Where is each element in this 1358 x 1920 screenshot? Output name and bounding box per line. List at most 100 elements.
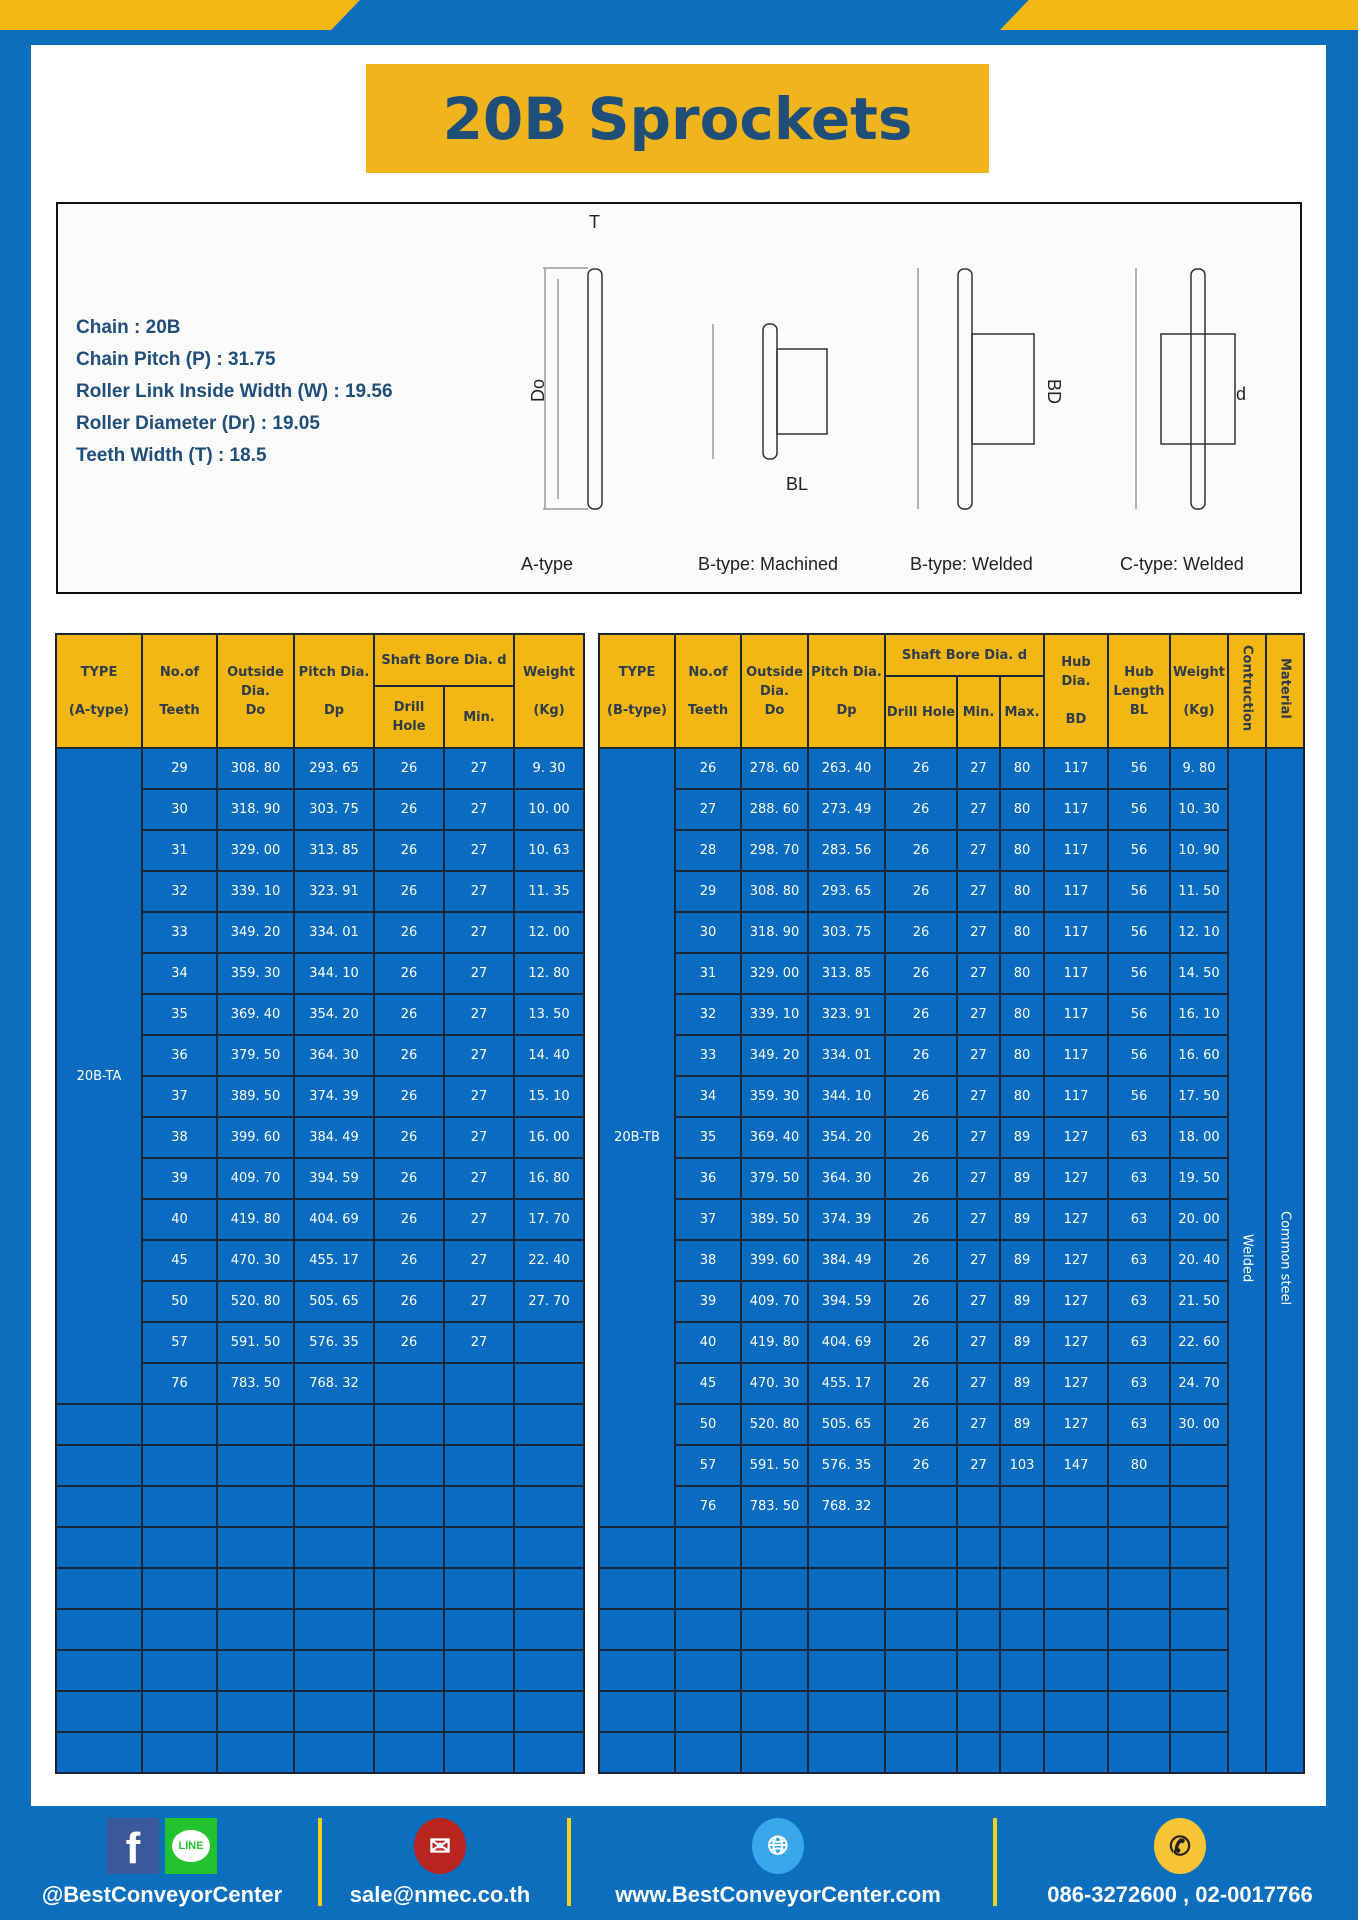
table-cell: 27 [956, 1362, 1001, 1405]
table-cell: 117 [1043, 870, 1109, 913]
table-cell: 27 [956, 870, 1001, 913]
table-cell: 12. 80 [513, 952, 586, 995]
phone-text: 086-3272600 , 02-0017766 [1047, 1882, 1313, 1907]
table-cell [513, 1690, 586, 1733]
sprocket-drawings [543, 267, 1236, 510]
footer-social[interactable]: f LINE @BestConveyorCenter [22, 1806, 302, 1908]
table-cell [141, 1403, 218, 1446]
table-cell: 45 [674, 1362, 742, 1405]
table-cell [442, 1444, 516, 1487]
table-cell: 419. 80 [216, 1198, 295, 1241]
line-icon: LINE [165, 1818, 217, 1874]
table-row: 31 329. 00 313. 85 26 27 10. 63 [56, 829, 586, 872]
table-cell [141, 1444, 218, 1487]
table-cell: 31 [674, 952, 742, 995]
table-cell: 26 [373, 1075, 445, 1118]
table-cell [740, 1526, 809, 1569]
table-cell [513, 1608, 586, 1651]
table-row: 38 399. 60 384. 49 26 27 89 127 63 20. 40 [599, 1239, 1304, 1282]
table-cell: 349. 20 [740, 1034, 809, 1077]
table-cell [956, 1526, 1001, 1569]
table-cell: 394. 59 [293, 1157, 375, 1200]
table-cell [1107, 1567, 1171, 1610]
empty-row [598, 1731, 1304, 1774]
table-cell: 127 [1043, 1198, 1109, 1241]
table-cell: 11. 35 [513, 870, 586, 913]
table-cell: 576. 35 [293, 1321, 375, 1364]
table-cell [999, 1485, 1045, 1528]
table-cell: 89 [999, 1280, 1045, 1323]
table-cell: 26 [884, 1280, 958, 1323]
table-cell [442, 1362, 516, 1405]
table-cell: 27 [956, 1444, 1001, 1487]
header-type: TYPE (B-type) [598, 633, 676, 749]
table-cell [141, 1649, 218, 1692]
table-cell: 26 [884, 788, 958, 831]
table-cell [513, 1731, 586, 1774]
table-cell: 16. 80 [513, 1157, 586, 1200]
table-cell [740, 1690, 809, 1733]
footer-phone[interactable]: ✆ 086-3272600 , 02-0017766 [1010, 1806, 1350, 1908]
empty-row [598, 1567, 1304, 1610]
table-cell [1169, 1485, 1229, 1528]
table-cell: 354. 20 [293, 993, 375, 1036]
table-cell: 80 [999, 788, 1045, 831]
header-pitch-dia: Pitch Dia. Dp [807, 633, 886, 749]
phone-icon: ✆ [1154, 1818, 1206, 1874]
table-row: 35 369. 40 354. 20 26 27 89 127 63 18. 00 [599, 1116, 1304, 1159]
table-cell: 36 [141, 1034, 218, 1077]
footer-website[interactable]: 🌐︎ www.BestConveyorCenter.com [578, 1806, 978, 1908]
header-outside-dia: Outside Dia. Do [216, 633, 295, 749]
table-cell: 27 [956, 1403, 1001, 1446]
table-cell: 26 [373, 1157, 445, 1200]
table-cell [1169, 1690, 1229, 1733]
table-cell: 576. 35 [807, 1444, 886, 1487]
spec-inside-width: Roller Link Inside Width (W) : 19.56 [76, 381, 393, 402]
table-cell: 27 [442, 1280, 516, 1323]
table-cell: 56 [1107, 747, 1171, 790]
table-cell: 27 [442, 788, 516, 831]
table-cell: 369. 40 [216, 993, 295, 1036]
table-row: 50 520. 80 505. 65 26 27 27. 70 [56, 1280, 586, 1323]
table-cell [807, 1526, 886, 1569]
table-cell: 89 [999, 1239, 1045, 1282]
table-cell: 63 [1107, 1198, 1171, 1241]
table-cell: 10. 00 [513, 788, 586, 831]
table-cell: 404. 69 [293, 1198, 375, 1241]
table-cell: 455. 17 [807, 1362, 886, 1405]
top-right-stripe [1000, 0, 1358, 30]
empty-row [55, 1567, 586, 1610]
table-cell: 27. 70 [513, 1280, 586, 1323]
table-cell: 24. 70 [1169, 1362, 1229, 1405]
table-cell: 80 [999, 870, 1045, 913]
table-cell [513, 1485, 586, 1528]
b-machined-drawing [712, 323, 828, 460]
table-row: 45 470. 30 455. 17 26 27 89 127 63 24. 70 [599, 1362, 1304, 1405]
website-text: www.BestConveyorCenter.com [615, 1882, 941, 1907]
table-cell: 34 [674, 1075, 742, 1118]
table-cell: 26 [674, 747, 742, 790]
table-cell: 293. 65 [807, 870, 886, 913]
table-cell: 80 [999, 993, 1045, 1036]
table-cell [216, 1608, 295, 1651]
table-cell: 409. 70 [740, 1280, 809, 1323]
footer-email[interactable]: ✉ sale@nmec.co.th [330, 1806, 550, 1908]
empty-cell [55, 1526, 143, 1569]
table-cell: 63 [1107, 1321, 1171, 1364]
table-cell [293, 1403, 375, 1446]
table-cell: 389. 50 [216, 1075, 295, 1118]
table-cell: 27 [442, 1321, 516, 1364]
table-cell [216, 1403, 295, 1446]
table-cell: 783. 50 [216, 1362, 295, 1405]
table-cell: 27 [956, 1198, 1001, 1241]
table-cell [674, 1649, 742, 1692]
table-cell: 27 [956, 1280, 1001, 1323]
table-cell: 26 [884, 829, 958, 872]
table-cell: 26 [884, 1157, 958, 1200]
table-cell: 26 [884, 1034, 958, 1077]
table-cell [216, 1485, 295, 1528]
table-cell: 31 [141, 829, 218, 872]
table-cell: 20. 00 [1169, 1198, 1229, 1241]
empty-row [598, 1690, 1304, 1733]
table-cell: 27 [956, 952, 1001, 995]
